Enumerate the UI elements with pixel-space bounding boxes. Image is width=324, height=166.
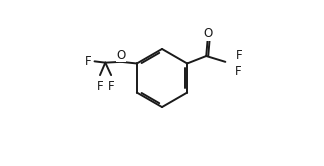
- Text: F: F: [85, 55, 91, 68]
- Text: O: O: [116, 49, 126, 62]
- Text: O: O: [204, 27, 213, 40]
- Text: F: F: [97, 80, 103, 93]
- Text: F: F: [236, 49, 242, 62]
- Text: F: F: [235, 65, 241, 78]
- Text: F: F: [108, 80, 114, 93]
